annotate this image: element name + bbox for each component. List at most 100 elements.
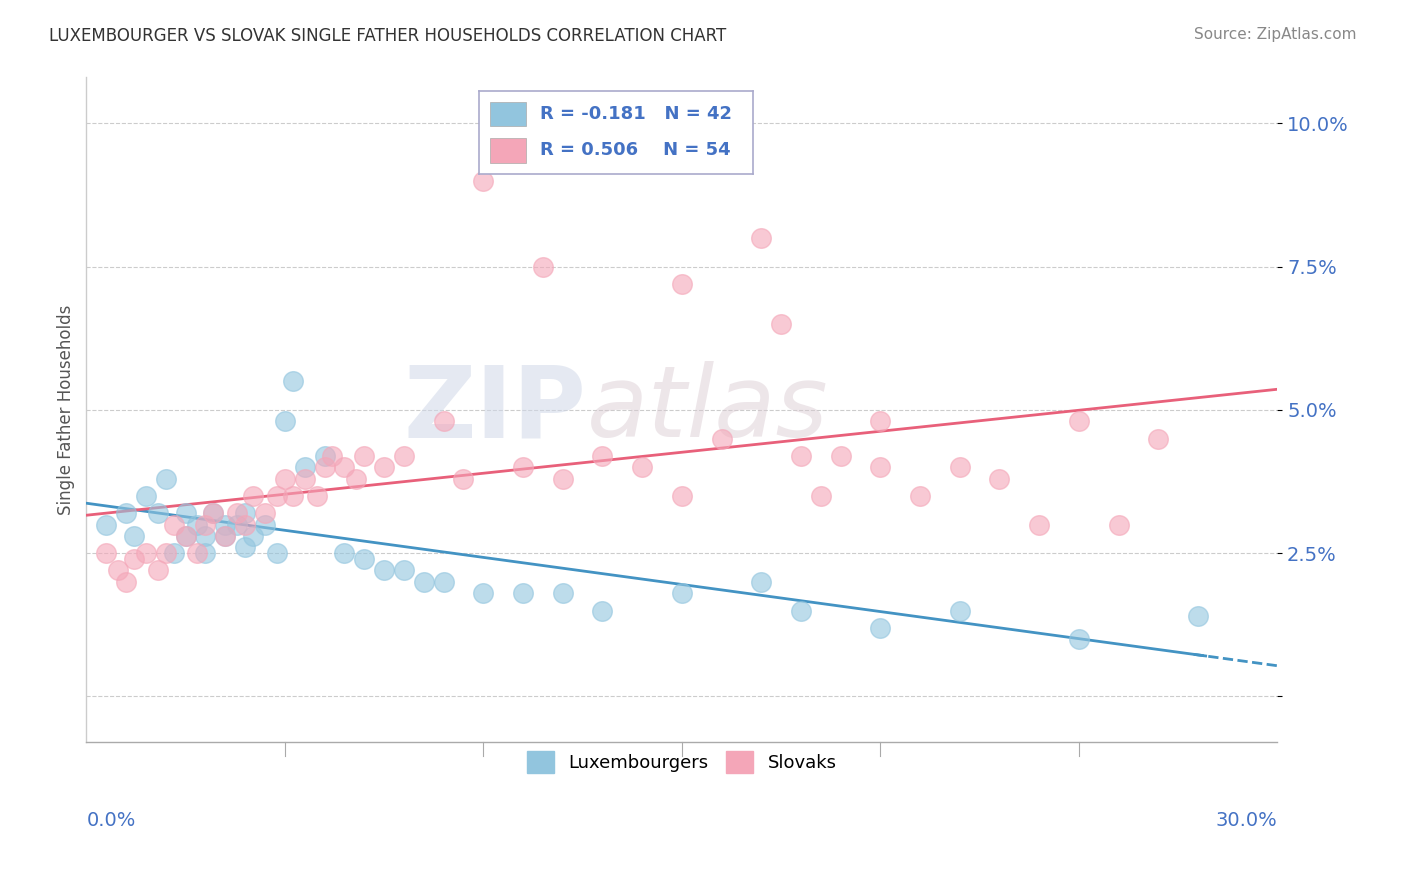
Point xyxy=(810,489,832,503)
Point xyxy=(1108,517,1130,532)
Point xyxy=(433,574,456,589)
Point xyxy=(908,489,931,503)
Point xyxy=(1067,632,1090,647)
Point xyxy=(749,574,772,589)
Point xyxy=(214,517,236,532)
Point xyxy=(433,414,456,428)
Point xyxy=(242,529,264,543)
Point xyxy=(155,472,177,486)
Point xyxy=(749,231,772,245)
Point xyxy=(281,489,304,503)
Point xyxy=(122,552,145,566)
Point xyxy=(671,489,693,503)
Point xyxy=(115,574,138,589)
Point xyxy=(174,529,197,543)
Point xyxy=(373,563,395,577)
Point xyxy=(135,489,157,503)
Point xyxy=(281,374,304,388)
Point xyxy=(314,449,336,463)
Point xyxy=(1187,609,1209,624)
Point xyxy=(162,546,184,560)
Point xyxy=(214,529,236,543)
Point xyxy=(869,621,891,635)
Point xyxy=(94,546,117,560)
Point xyxy=(294,460,316,475)
Point xyxy=(551,586,574,600)
Point xyxy=(266,489,288,503)
Point xyxy=(949,603,972,617)
Point xyxy=(274,472,297,486)
Point xyxy=(135,546,157,560)
Point xyxy=(472,586,495,600)
Point xyxy=(512,586,534,600)
Text: 0.0%: 0.0% xyxy=(86,811,135,830)
Point xyxy=(333,546,356,560)
Point xyxy=(174,506,197,520)
Point xyxy=(233,517,256,532)
Point xyxy=(321,449,343,463)
Point xyxy=(830,449,852,463)
Point xyxy=(186,517,208,532)
Point xyxy=(1147,432,1170,446)
Text: 30.0%: 30.0% xyxy=(1216,811,1277,830)
Point xyxy=(122,529,145,543)
Point xyxy=(266,546,288,560)
Legend: Luxembourgers, Slovaks: Luxembourgers, Slovaks xyxy=(519,743,844,780)
Point xyxy=(226,506,249,520)
Point xyxy=(174,529,197,543)
Point xyxy=(242,489,264,503)
Point xyxy=(631,460,654,475)
Point xyxy=(186,546,208,560)
Point xyxy=(274,414,297,428)
Point xyxy=(194,529,217,543)
Point xyxy=(107,563,129,577)
Point xyxy=(226,517,249,532)
Point xyxy=(202,506,225,520)
Point xyxy=(94,517,117,532)
Point xyxy=(344,472,367,486)
Point xyxy=(412,574,434,589)
Point xyxy=(314,460,336,475)
Point xyxy=(253,517,276,532)
Point xyxy=(671,586,693,600)
Point xyxy=(194,546,217,560)
Point xyxy=(472,173,495,187)
Point xyxy=(146,563,169,577)
Text: atlas: atlas xyxy=(586,361,828,458)
Point xyxy=(305,489,328,503)
Point xyxy=(671,277,693,291)
Point xyxy=(512,460,534,475)
Point xyxy=(531,260,554,274)
Point xyxy=(214,529,236,543)
Point xyxy=(1028,517,1050,532)
Point xyxy=(988,472,1011,486)
Y-axis label: Single Father Households: Single Father Households xyxy=(58,305,75,515)
Text: ZIP: ZIP xyxy=(404,361,586,458)
Point xyxy=(162,517,184,532)
Point xyxy=(155,546,177,560)
Point xyxy=(591,449,613,463)
Point xyxy=(333,460,356,475)
Point xyxy=(353,552,375,566)
Point xyxy=(202,506,225,520)
Point xyxy=(591,603,613,617)
Point xyxy=(790,449,813,463)
Point xyxy=(294,472,316,486)
Point xyxy=(869,414,891,428)
Point xyxy=(146,506,169,520)
Point xyxy=(1067,414,1090,428)
Point xyxy=(710,432,733,446)
Point xyxy=(392,563,415,577)
Text: LUXEMBOURGER VS SLOVAK SINGLE FATHER HOUSEHOLDS CORRELATION CHART: LUXEMBOURGER VS SLOVAK SINGLE FATHER HOU… xyxy=(49,27,727,45)
Point xyxy=(353,449,375,463)
Point xyxy=(551,472,574,486)
Point xyxy=(373,460,395,475)
Point xyxy=(194,517,217,532)
Point xyxy=(233,541,256,555)
Point xyxy=(949,460,972,475)
Point xyxy=(453,472,475,486)
Point xyxy=(115,506,138,520)
Point xyxy=(233,506,256,520)
Text: Source: ZipAtlas.com: Source: ZipAtlas.com xyxy=(1194,27,1357,42)
Point xyxy=(253,506,276,520)
